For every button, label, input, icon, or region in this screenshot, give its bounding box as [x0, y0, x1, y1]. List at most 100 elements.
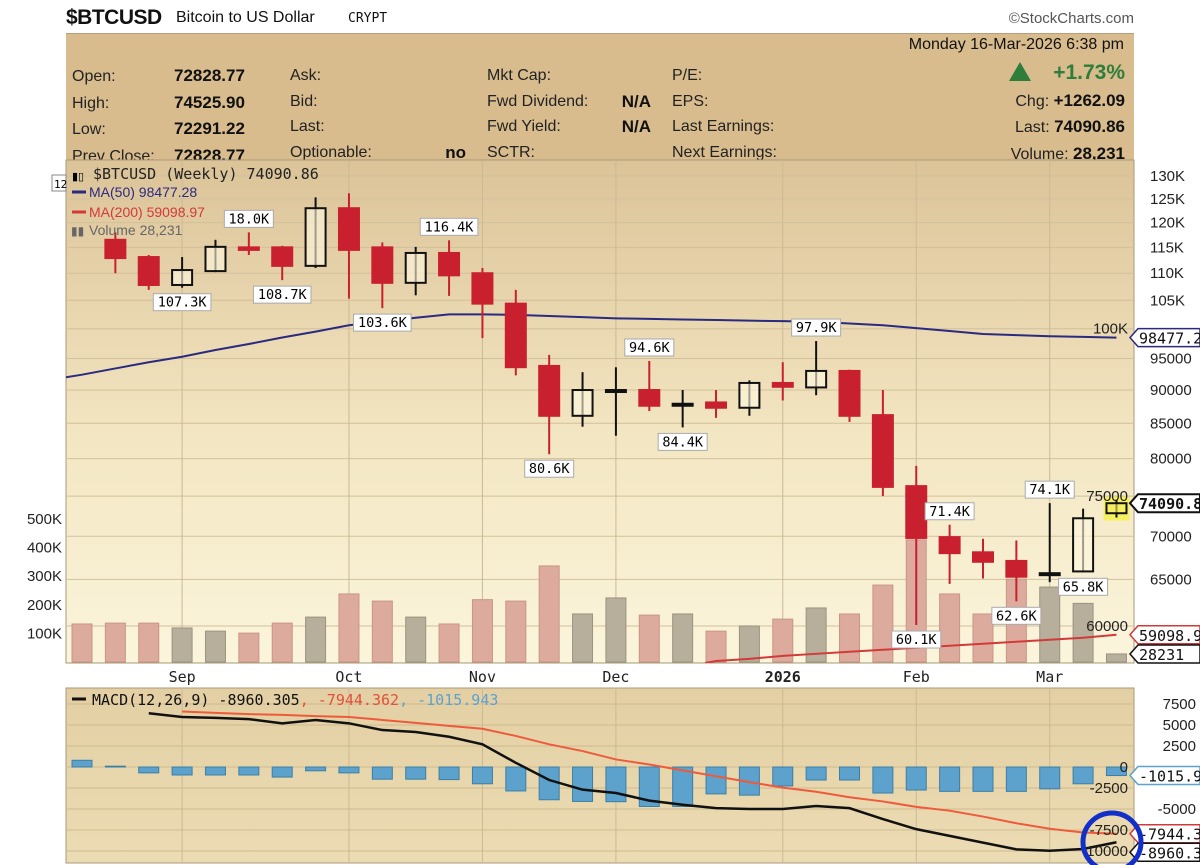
hl-annotation-box [657, 432, 708, 451]
price-tick-label: 60000 [1086, 618, 1128, 635]
candle-body [705, 401, 728, 409]
hl-annotation-box [924, 502, 975, 521]
volume-bar [238, 632, 260, 663]
macd-tick-label: 5000 [1163, 717, 1196, 734]
price-tick-label: 105K [1150, 292, 1185, 309]
macd-histogram-bar [171, 766, 193, 776]
x-tick-label: Feb [903, 668, 930, 686]
volume-tick-label: 400K [27, 540, 62, 557]
brand-watermark[interactable]: ©StockCharts.com [1008, 10, 1134, 27]
volume-bar [972, 613, 994, 663]
fwd-dividend-value: N/A [621, 91, 651, 111]
candle-body [1072, 517, 1095, 573]
macd-tick-label: 0 [1120, 759, 1128, 776]
last-price-label: Last: [1014, 119, 1050, 136]
ma50-tag: 98477.2 [1139, 330, 1200, 348]
macd-histogram-bar [939, 766, 961, 792]
macd-tick-label: -7500 [1090, 822, 1128, 839]
hl-annotation-text: 80.6K [529, 461, 571, 477]
change-label: Chg: [1015, 92, 1050, 110]
x-tick-label: Oct [335, 668, 362, 686]
hl-annotation-box [991, 606, 1042, 625]
optionable-label: Optionable: [290, 143, 372, 161]
volume-bar [505, 600, 527, 663]
macd-histogram-bar [605, 766, 627, 803]
macd-histogram-bar [905, 766, 927, 791]
signal-tag: -7944.3 [1139, 826, 1200, 844]
ma200-tag: 59098.9 [1139, 627, 1200, 645]
hl-annotation-text: 60.1K [896, 632, 938, 648]
hl-annotation-box [1058, 577, 1109, 596]
macd-histogram-bar [572, 766, 594, 802]
legend-ma50: MA(50) 98477.28 [89, 184, 197, 200]
volume-bar [138, 622, 160, 663]
x-tick-label: Dec [602, 668, 629, 686]
hl-annotation-box [891, 630, 942, 649]
volume-bar [271, 622, 293, 663]
volume-bar [1039, 586, 1061, 663]
price-tick-label: 130K [1150, 168, 1185, 185]
open-label: Open: [72, 68, 116, 85]
price-tick-label: 75000 [1086, 488, 1128, 505]
volume-tick-label: 500K [27, 511, 62, 528]
volume-bar [104, 622, 126, 663]
candle-body [871, 414, 894, 488]
macd-tag: -8960.3 [1139, 844, 1200, 862]
candle-body [1005, 559, 1028, 578]
price-legend: 12 ▮▯ $BTCUSD (Weekly) 74090.86 MA(50) 9… [51, 165, 319, 238]
volume-bars-icon: ▮▮ [71, 224, 84, 238]
macd-legend-text: MACD(12,26,9) -8960.305, -7944.362, -101… [92, 691, 498, 709]
volume-bar [405, 616, 427, 663]
candle-body [838, 369, 861, 417]
volume-bar [371, 600, 393, 663]
volume-tick-label: 100K [27, 625, 62, 642]
candle-body [104, 238, 127, 260]
price-tick-label: 70000 [1150, 528, 1192, 545]
macd-plot [71, 710, 1127, 852]
volume-bar [605, 597, 627, 663]
candle-body [371, 246, 394, 284]
hl-annotation-box [152, 293, 212, 312]
macd-histogram-bar [1072, 766, 1094, 785]
macd-histogram-bar [538, 766, 560, 801]
price-tick-label: 80000 [1150, 451, 1192, 468]
mkt-cap-label: Mkt Cap: [487, 67, 552, 84]
change-value: +1262.09 [1053, 90, 1125, 110]
hl-annotation-box [419, 217, 479, 236]
cut-tag-text: 12 [54, 178, 67, 191]
macd-tick-label: -5000 [1158, 801, 1196, 818]
x-tick-label: Mar [1036, 668, 1063, 686]
macd-histogram-bar [1039, 766, 1061, 790]
legend-price: $BTCUSD (Weekly) 74090.86 [93, 165, 319, 183]
hl-annotation-text: 107.3K [158, 295, 208, 311]
candle-body [471, 272, 494, 305]
eps-label: EPS: [672, 92, 709, 110]
candle-body [504, 302, 527, 369]
volume-bar [71, 623, 93, 663]
volume-tick-label: 200K [27, 597, 62, 614]
candle-body [738, 381, 761, 409]
price-tick-label: 95000 [1150, 351, 1192, 368]
macd-signal-line [182, 710, 1117, 835]
hl-annotation-box [624, 338, 675, 357]
volume-bar [738, 625, 760, 663]
hl-annotation-text: 74.1K [1029, 482, 1071, 498]
volume-bar [672, 613, 694, 663]
volume-tick-label: 300K [27, 568, 62, 585]
candles [104, 193, 1130, 626]
macd-histogram-bar [805, 766, 827, 781]
candle-body [571, 389, 594, 417]
macd-histogram-bar [104, 765, 126, 768]
macd-histogram-bar [471, 766, 493, 785]
hl-annotation-box [223, 209, 274, 228]
volume-bar [705, 630, 727, 663]
macd-histogram-bar [839, 766, 861, 781]
price-tick-label: 85000 [1150, 415, 1192, 432]
quote-datetime: Monday 16-Mar-2026 6:38 pm [908, 36, 1124, 53]
ma50-line [66, 313, 1117, 379]
price-tag-box [1128, 493, 1200, 514]
up-arrow-icon [1009, 62, 1032, 81]
volume-bar [1105, 653, 1127, 663]
volume-tag-box [1128, 644, 1200, 664]
